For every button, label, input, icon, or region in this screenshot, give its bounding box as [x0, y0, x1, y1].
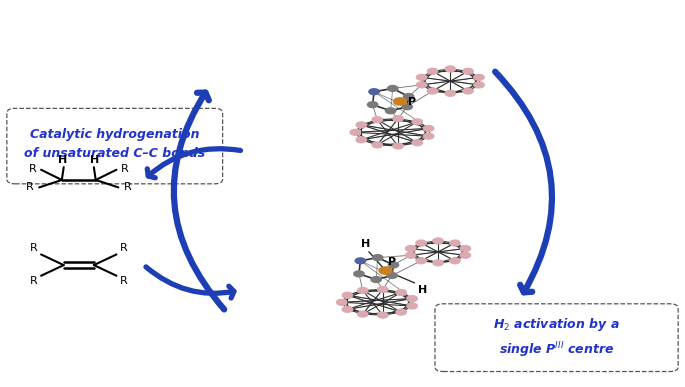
Circle shape	[393, 98, 406, 105]
Circle shape	[463, 88, 473, 94]
Text: P: P	[388, 257, 396, 267]
Circle shape	[342, 292, 353, 298]
Circle shape	[445, 66, 456, 72]
Circle shape	[427, 68, 438, 74]
Circle shape	[416, 82, 427, 88]
FancyArrowPatch shape	[495, 72, 552, 292]
Circle shape	[396, 309, 406, 315]
Circle shape	[474, 82, 484, 88]
Circle shape	[356, 122, 366, 128]
Circle shape	[463, 68, 473, 74]
Text: R: R	[119, 276, 127, 286]
Text: R: R	[29, 164, 36, 174]
Circle shape	[358, 311, 368, 317]
Text: R: R	[121, 164, 129, 174]
Circle shape	[393, 143, 403, 149]
Circle shape	[396, 289, 406, 295]
Circle shape	[416, 74, 427, 80]
Text: H: H	[418, 285, 427, 295]
Circle shape	[403, 94, 414, 99]
Circle shape	[388, 262, 399, 268]
Circle shape	[433, 260, 443, 266]
Circle shape	[450, 240, 460, 246]
Circle shape	[423, 125, 434, 131]
Circle shape	[460, 252, 471, 258]
FancyArrowPatch shape	[147, 149, 240, 178]
Circle shape	[412, 119, 423, 125]
Circle shape	[358, 288, 368, 293]
Circle shape	[407, 296, 417, 301]
Circle shape	[407, 303, 417, 309]
Circle shape	[386, 108, 396, 114]
Text: P: P	[408, 97, 416, 107]
Circle shape	[460, 246, 471, 252]
Circle shape	[416, 240, 426, 246]
Circle shape	[433, 238, 443, 244]
Circle shape	[373, 255, 383, 260]
Text: R: R	[30, 276, 38, 286]
Circle shape	[388, 86, 398, 91]
Circle shape	[450, 258, 460, 264]
Circle shape	[377, 312, 388, 318]
Text: R: R	[124, 182, 132, 192]
Circle shape	[474, 74, 484, 80]
Circle shape	[377, 286, 388, 292]
Circle shape	[369, 89, 379, 94]
Circle shape	[342, 307, 353, 312]
Circle shape	[402, 104, 412, 110]
Circle shape	[387, 272, 397, 278]
Text: R: R	[30, 243, 38, 253]
Circle shape	[356, 258, 366, 264]
Circle shape	[416, 258, 426, 264]
Circle shape	[371, 277, 382, 283]
Circle shape	[412, 140, 423, 146]
Text: H$_2$ activation by a
single P$^{III}$ centre: H$_2$ activation by a single P$^{III}$ c…	[493, 315, 620, 360]
Circle shape	[336, 300, 347, 305]
Circle shape	[393, 116, 403, 122]
Circle shape	[353, 271, 364, 277]
Text: H: H	[58, 155, 67, 165]
Circle shape	[372, 117, 382, 123]
Circle shape	[406, 246, 416, 252]
FancyArrowPatch shape	[146, 267, 234, 298]
Text: R: R	[26, 182, 34, 192]
Circle shape	[445, 91, 456, 96]
Text: H: H	[361, 239, 370, 249]
FancyArrowPatch shape	[174, 92, 224, 310]
Text: H: H	[90, 155, 99, 165]
Circle shape	[406, 252, 416, 258]
Circle shape	[379, 267, 392, 274]
Text: R: R	[119, 243, 127, 253]
Text: Catalytic hydrogenation
of unsaturated C–C bonds: Catalytic hydrogenation of unsaturated C…	[24, 128, 206, 160]
Circle shape	[423, 133, 434, 139]
Circle shape	[356, 137, 366, 143]
Circle shape	[350, 129, 360, 135]
Circle shape	[367, 102, 378, 108]
Circle shape	[427, 88, 438, 94]
Circle shape	[372, 142, 382, 148]
